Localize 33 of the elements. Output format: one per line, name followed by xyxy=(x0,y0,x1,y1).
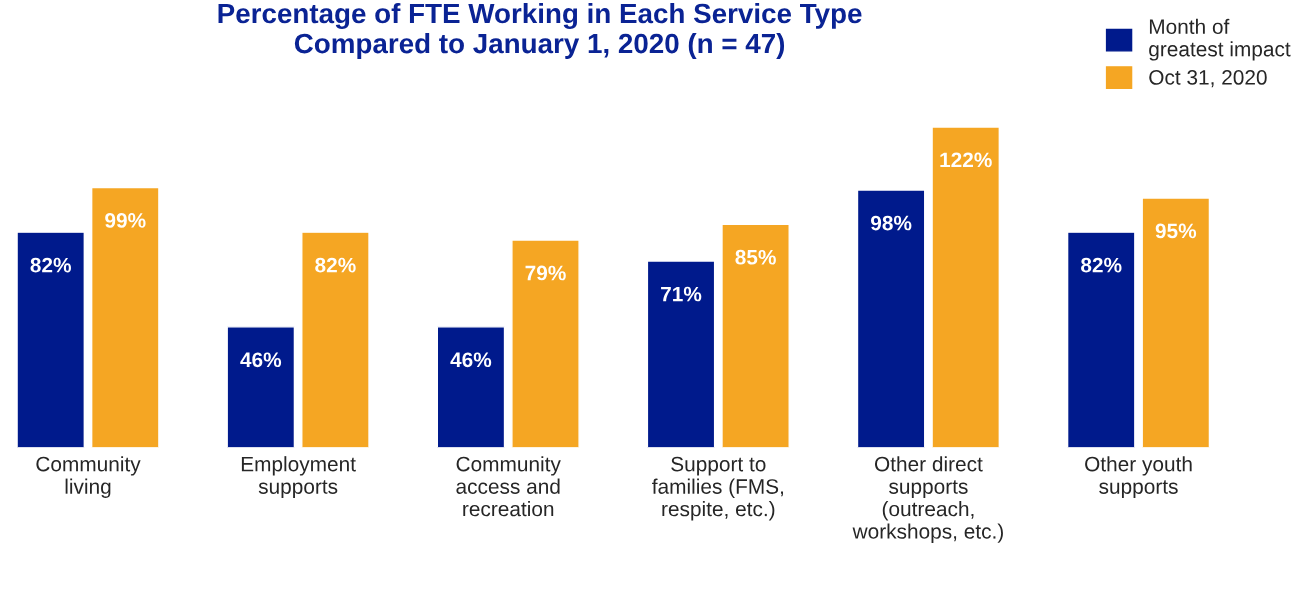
bar xyxy=(226,326,296,448)
bar xyxy=(301,231,370,448)
legend-label: Oct 31, 2020 xyxy=(1149,70,1267,88)
data-label: 46% xyxy=(450,352,492,368)
x-tick-label: Support to families (FMS, respite, etc.) xyxy=(652,456,783,521)
x-tick-label: Employment supports xyxy=(241,456,356,498)
bar xyxy=(511,239,580,448)
bar xyxy=(436,326,506,448)
x-tick-label: Community living xyxy=(36,456,141,498)
data-label: 71% xyxy=(661,286,702,302)
x-tick-label: Community access and recreation xyxy=(456,456,561,517)
data-label: 82% xyxy=(315,257,356,273)
data-label: 85% xyxy=(735,249,776,265)
bar xyxy=(856,189,926,448)
bar xyxy=(90,186,160,448)
x-tick-label: Other youth supports xyxy=(1085,456,1192,498)
x-tick-label: Other direct supports (outreach, workshops, etc.) xyxy=(852,456,1003,543)
data-label: 98% xyxy=(871,215,912,231)
data-label: 95% xyxy=(1155,223,1197,239)
legend-label: Month of greatest impact xyxy=(1149,18,1291,61)
data-label: 46% xyxy=(240,352,282,368)
bar xyxy=(721,223,790,448)
data-label: 82% xyxy=(30,257,71,273)
data-label: 79% xyxy=(525,265,566,281)
data-label: 122% xyxy=(940,152,992,168)
bar xyxy=(1141,197,1211,448)
bar xyxy=(1066,231,1136,448)
bar xyxy=(646,260,716,448)
data-label: 82% xyxy=(1081,257,1122,273)
bar xyxy=(931,126,1001,448)
data-label: 99% xyxy=(105,213,146,228)
chart-title: Percentage of FTE Working in Each Service Type Compared to January 1, 2020 (n = 47) xyxy=(218,2,862,59)
bar xyxy=(16,231,86,448)
